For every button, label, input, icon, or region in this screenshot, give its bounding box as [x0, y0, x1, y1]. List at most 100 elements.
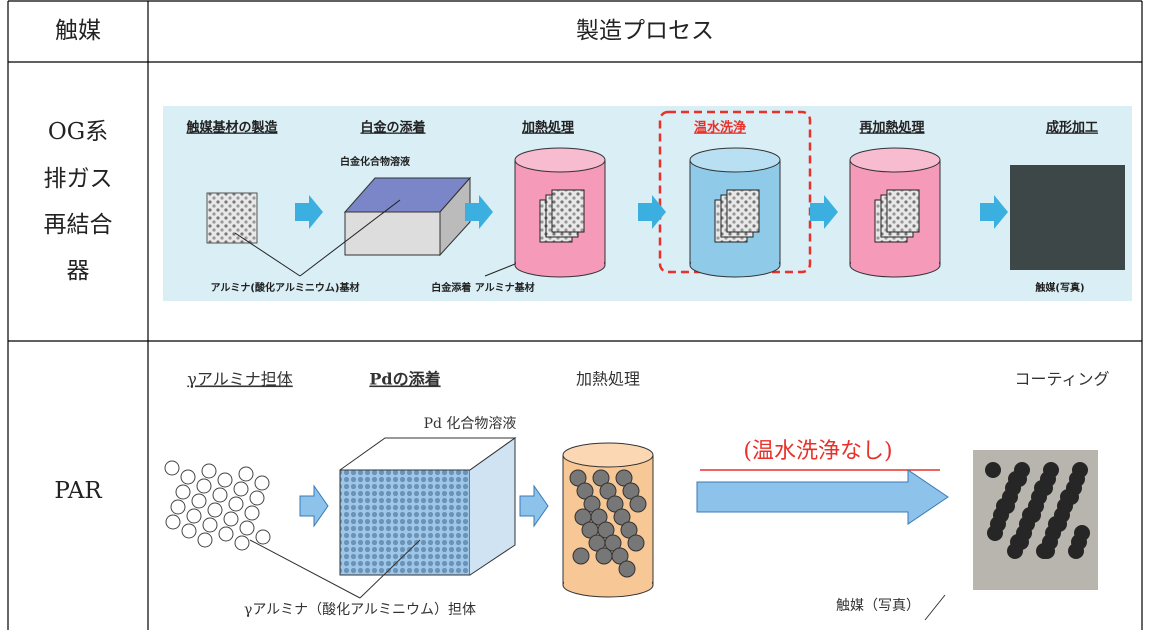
row-label: 器 [67, 258, 90, 284]
cylinder-top [689, 147, 781, 173]
solution [339, 469, 471, 576]
particle [170, 499, 186, 515]
pellet [1007, 543, 1023, 559]
particle [233, 481, 249, 497]
tray-side [439, 176, 471, 257]
annotation: 触媒（写真） [836, 598, 920, 614]
particle [613, 508, 631, 526]
arrow [295, 195, 323, 229]
particle [234, 535, 250, 551]
annotation: アルミナ(酸化アルミニウム)基材 [211, 281, 360, 294]
cylinder-top [562, 442, 654, 468]
particle [615, 469, 633, 487]
arrow [299, 484, 329, 528]
particle [212, 487, 228, 503]
particle [249, 490, 265, 506]
leader [484, 261, 521, 277]
step-label: 成形加工 [1046, 120, 1098, 136]
row-label: PAR [54, 478, 102, 504]
particle [196, 478, 212, 494]
step-label: 再加熱処理 [859, 120, 924, 136]
particle [572, 547, 590, 565]
arrow [638, 195, 666, 229]
particle [244, 505, 260, 521]
plate [551, 189, 585, 233]
row-label: OG系 [48, 119, 108, 145]
particle [238, 466, 254, 482]
particle [201, 463, 217, 479]
annotation: Pd 化合物溶液 [424, 416, 517, 432]
leader [924, 594, 946, 621]
leader [359, 539, 421, 599]
particle [197, 532, 213, 548]
particle [217, 472, 233, 488]
particle [202, 517, 218, 533]
particle [620, 521, 638, 539]
plate [726, 189, 760, 233]
particle [175, 484, 191, 500]
photo [1010, 165, 1125, 270]
particle [207, 502, 223, 518]
arrow [519, 484, 549, 528]
leader [234, 232, 301, 277]
particle [599, 482, 617, 500]
step-label: 白金の添着 [360, 120, 425, 136]
plate [886, 189, 920, 233]
particle [627, 534, 645, 552]
tray [344, 211, 441, 256]
row-label: 排ガス [44, 166, 113, 192]
particle [191, 493, 207, 509]
annotation: 触媒(写真) [1034, 281, 1084, 294]
step-label: Pdの添着 [369, 370, 440, 389]
step-label: γアルミナ担体 [187, 370, 292, 389]
leader [299, 199, 401, 277]
header-cell: 触媒 [55, 18, 101, 44]
particle [239, 520, 255, 536]
particle [622, 482, 640, 500]
step-label: 加熱処理 [576, 370, 640, 389]
particle [165, 514, 181, 530]
pellet [987, 525, 1003, 541]
cylinder [851, 245, 939, 265]
particle [606, 495, 624, 513]
particle [186, 508, 202, 524]
particle [569, 469, 587, 487]
pellet [985, 462, 1001, 478]
particle [576, 482, 594, 500]
particle [629, 495, 647, 513]
particle [255, 529, 271, 545]
particle [595, 547, 613, 565]
arrow [980, 195, 1008, 229]
annotation: 白金添着 アルミナ基材 [431, 281, 534, 294]
particle [618, 560, 636, 578]
annotation: (温水洗浄なし) [743, 439, 892, 464]
row-label: 再結合 [44, 212, 113, 238]
step-label: コーティング [1014, 370, 1109, 389]
arrow [810, 195, 838, 229]
particle [581, 521, 599, 539]
substrate [206, 192, 258, 244]
leader [249, 539, 361, 599]
step-label: 触媒基材の製造 [185, 120, 278, 136]
box-edge [469, 437, 516, 576]
particle [218, 526, 234, 542]
particle [164, 460, 180, 476]
cylinder [564, 560, 652, 585]
particle [574, 508, 592, 526]
step-label: 温水洗浄 [694, 120, 746, 136]
arrow [696, 469, 949, 525]
particle [588, 534, 606, 552]
annotation: γアルミナ（酸化アルミニウム）担体 [244, 602, 476, 618]
particle [254, 475, 270, 491]
cylinder-top [849, 147, 941, 173]
header-cell: 製造プロセス [576, 18, 714, 44]
pellet [1036, 543, 1052, 559]
cylinder-top [514, 147, 606, 173]
cylinder [516, 245, 604, 265]
step-label: 加熱処理 [521, 120, 574, 136]
particle [583, 495, 601, 513]
particle [592, 469, 610, 487]
particle [181, 523, 197, 539]
